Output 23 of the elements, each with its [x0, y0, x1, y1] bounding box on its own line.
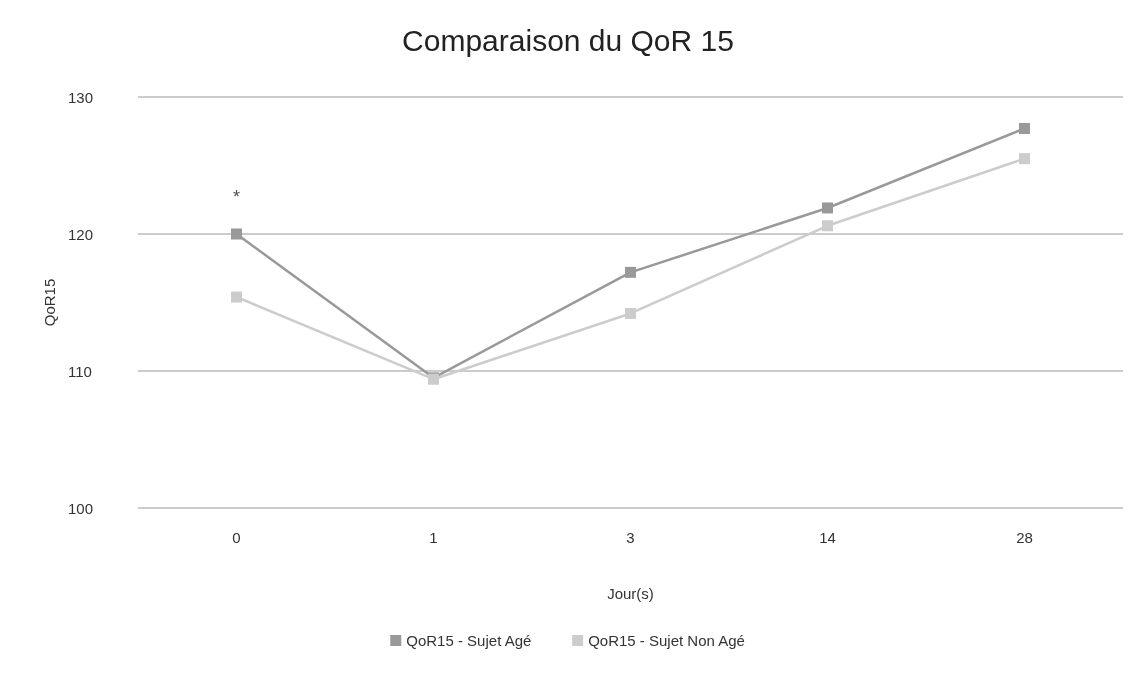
point: [231, 291, 242, 303]
x-axis-title: Jour(s): [607, 585, 654, 602]
point: [822, 220, 833, 232]
annotation: *: [232, 187, 241, 207]
x-tick-label: 0: [232, 529, 241, 546]
point: [625, 307, 636, 319]
chart-title: Comparaison du QoR 15: [402, 23, 734, 57]
x-tick-label: 14: [819, 529, 836, 546]
x-tick-label: 3: [626, 529, 635, 546]
legend-label: QoR15 - Sujet Non Agé: [588, 632, 745, 649]
x-tick-label: 28: [1016, 529, 1033, 546]
point: [231, 228, 242, 240]
y-axis-title: QoR15: [41, 278, 59, 327]
point: [822, 202, 833, 214]
y-tick-label: 120: [68, 225, 94, 243]
legend-label: QoR15 - Sujet Agé: [406, 632, 532, 649]
point: [1019, 153, 1030, 165]
point: [1019, 123, 1030, 135]
y-tick-label: 100: [68, 499, 94, 517]
y-tick-label: 130: [68, 88, 94, 106]
y-tick-label: 110: [68, 362, 92, 380]
x-tick-label: 1: [429, 529, 438, 546]
point: [625, 266, 636, 278]
